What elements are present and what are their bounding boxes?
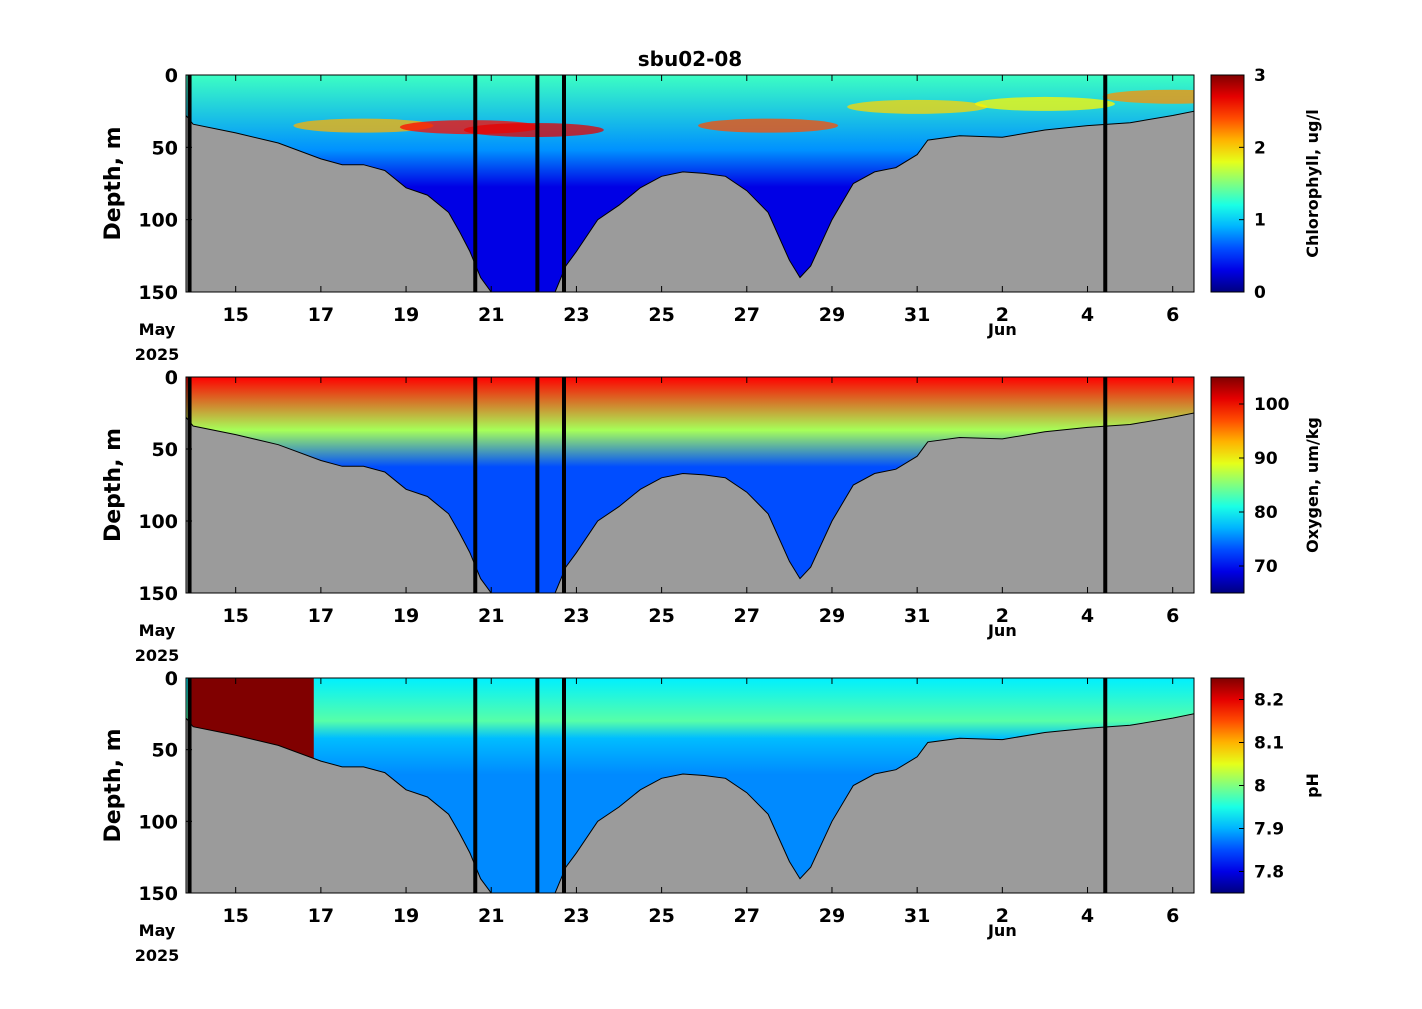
x-tick-label: 15 (222, 605, 248, 627)
colorbar-tick-label: 2 (1254, 138, 1266, 158)
figure-title: sbu02-08 (638, 47, 742, 71)
colorbar-tick-label: 90 (1254, 449, 1278, 469)
x-tick-label: 21 (478, 905, 504, 927)
heatmap-oxygen (186, 377, 1194, 593)
colorbar-label: Chlorophyll, ug/l (1303, 109, 1322, 258)
seabed (186, 713, 1194, 893)
x-tick-label: 15 (222, 304, 248, 326)
x-tick-label: 2 (996, 605, 1009, 627)
x-tick-label: 31 (904, 605, 930, 627)
x-tick-label: 23 (563, 605, 589, 627)
colorbar-tick-label: 80 (1254, 503, 1278, 523)
x-tick-label: 6 (1166, 905, 1179, 927)
x-month-label: Jun (987, 921, 1017, 940)
x-month-label: May (139, 921, 176, 940)
x-tick-label: 21 (478, 304, 504, 326)
seabed (186, 110, 1194, 292)
y-tick-label: 150 (138, 883, 178, 905)
x-month-label: May (139, 320, 176, 339)
y-tick-label: 150 (138, 282, 178, 304)
x-year-label: 2025 (135, 946, 180, 965)
heatmap-patch (847, 99, 988, 114)
y-tick-label: 50 (152, 137, 178, 159)
x-tick-label: 17 (308, 605, 334, 627)
colorbar-tick-label: 8.1 (1254, 734, 1284, 754)
heatmap-chlorophyll (186, 75, 1194, 292)
x-tick-label: 6 (1166, 304, 1179, 326)
seabed (186, 412, 1194, 593)
x-tick-label: 6 (1166, 605, 1179, 627)
x-tick-label: 27 (734, 605, 760, 627)
colorbar (1210, 74, 1245, 293)
x-tick-label: 2 (996, 905, 1009, 927)
panel-pH: 15 17 19 21 23 25 27 29 31 2 4 6 May 2025 Jun 0 50 100 150… (101, 668, 1322, 965)
colorbar-label: pH (1303, 773, 1322, 798)
x-tick-label: 29 (819, 304, 845, 326)
axes-frame (185, 74, 1195, 293)
colorbar-tick-label: 70 (1254, 557, 1278, 577)
x-tick-label: 4 (1081, 304, 1094, 326)
x-tick-label: 29 (819, 905, 845, 927)
x-month-label: Jun (987, 621, 1017, 640)
y-tick-label: 50 (152, 439, 178, 461)
y-tick-label: 100 (138, 511, 178, 533)
x-tick-label: 31 (904, 905, 930, 927)
y-tick-label: 0 (165, 65, 178, 87)
panel-chlorophyll: 15 17 19 21 23 25 27 29 31 2 4 6May2025Jun050100150… (101, 65, 1322, 364)
colorbar-tick-label: 7.9 (1254, 820, 1284, 840)
x-tick-label: 4 (1081, 605, 1094, 627)
y-tick-label: 150 (138, 583, 178, 605)
x-tick-label: 17 (308, 905, 334, 927)
x-tick-label: 23 (563, 905, 589, 927)
x-tick-label: 21 (478, 605, 504, 627)
x-tick-label: 15 (222, 905, 248, 927)
colorbar-tick-label: 7.8 (1254, 863, 1284, 883)
x-tick-label: 23 (563, 304, 589, 326)
colorbar-tick-label: 100 (1254, 395, 1290, 415)
x-month-label: May (139, 621, 176, 640)
y-axis-label: Depth, m (101, 126, 126, 240)
colorbar-tick-label: 3 (1254, 66, 1266, 86)
x-year-label: 2025 (135, 345, 180, 364)
x-tick-label: 29 (819, 605, 845, 627)
y-axis-label: Depth, m (101, 428, 126, 542)
x-tick-label: 31 (904, 304, 930, 326)
heatmap-patch (463, 122, 604, 137)
x-tick-label: 17 (308, 304, 334, 326)
panel-oxygen: 15 17 19 21 23 25 27 29 31 2 4 6 May 2025 Jun 0 50 100 150… (101, 367, 1322, 665)
colorbar-label: Oxygen, um/kg (1303, 417, 1322, 553)
x-tick-label: 27 (734, 304, 760, 326)
x-tick-label: 27 (734, 905, 760, 927)
colorbar-tick-label: 8 (1254, 777, 1266, 797)
y-tick-label: 100 (138, 210, 178, 232)
y-tick-label: 100 (138, 811, 178, 833)
y-tick-label: 0 (165, 367, 178, 389)
x-tick-label: 19 (393, 905, 419, 927)
x-tick-label: 19 (393, 304, 419, 326)
heatmap-patch (293, 118, 434, 133)
colorbar-tick-label: 8.2 (1254, 691, 1284, 711)
heatmap-patch (1102, 89, 1194, 104)
x-year-label: 2025 (135, 646, 180, 665)
heatmap-patch (698, 118, 839, 133)
heatmap-patch (974, 96, 1115, 111)
x-tick-label: 19 (393, 605, 419, 627)
axes-frame (185, 677, 1195, 894)
x-tick-label: 25 (648, 605, 674, 627)
axes-frame (185, 376, 1195, 594)
y-tick-label: 50 (152, 740, 178, 762)
x-tick-label: 25 (648, 304, 674, 326)
heatmap-pH (186, 678, 1194, 893)
y-tick-label: 0 (165, 668, 178, 690)
colorbar-tick-label: 1 (1254, 211, 1266, 231)
x-month-label: Jun (987, 320, 1017, 339)
x-tick-label: 25 (648, 905, 674, 927)
y-axis-label: Depth, m (101, 728, 126, 842)
x-tick-label: 2 (996, 304, 1009, 326)
colorbar (1210, 376, 1245, 594)
colorbar-tick-label: 0 (1254, 283, 1266, 303)
x-tick-label: 4 (1081, 905, 1094, 927)
